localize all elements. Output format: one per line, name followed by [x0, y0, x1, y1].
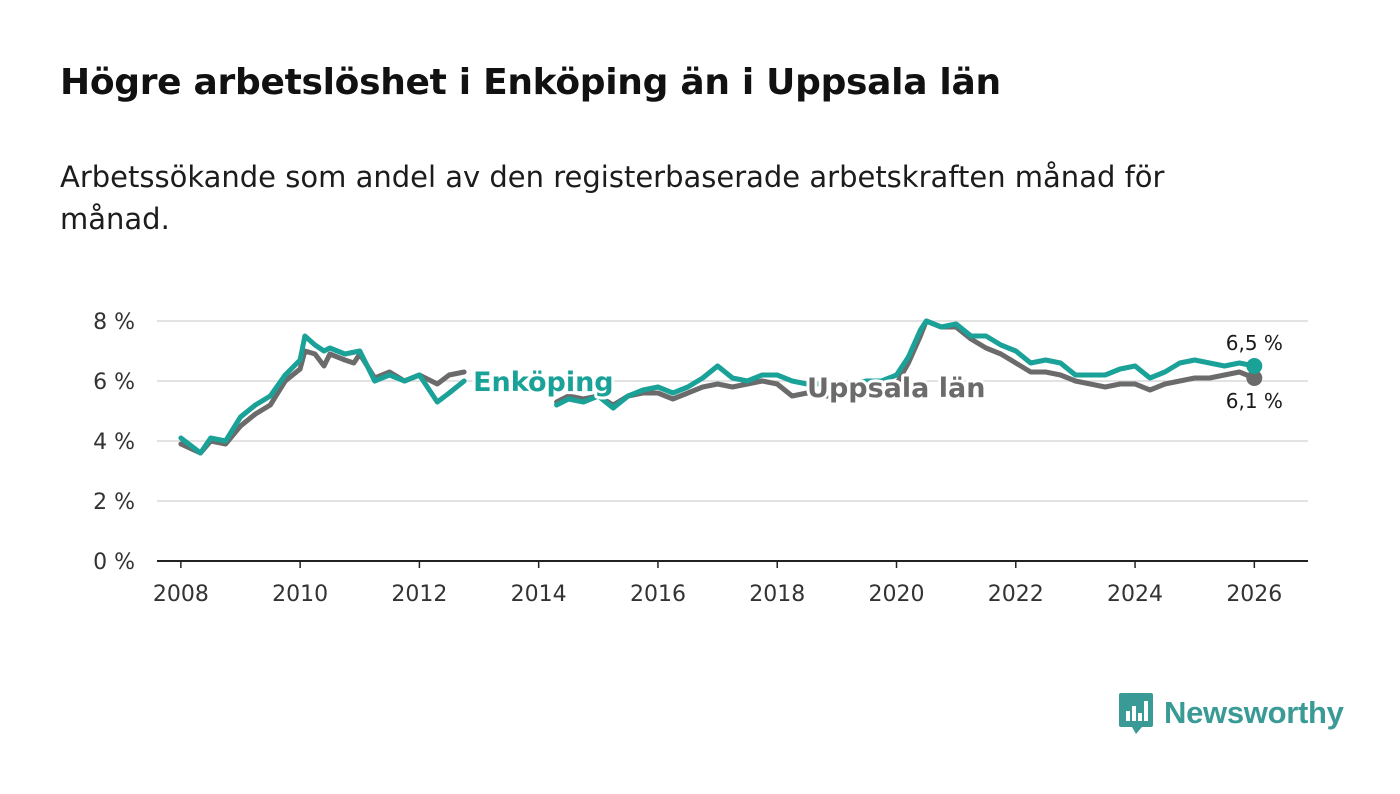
- series-line-enk-ping: [554, 318, 1257, 411]
- x-tick-label: 2022: [988, 582, 1044, 607]
- brand-name: Newsworthy: [1164, 695, 1344, 730]
- x-axis: 2008 2010 2012 2014 2016 2018 2020 2022 2024 2026: [153, 561, 1282, 607]
- grid-lines: [157, 320, 1308, 562]
- y-tick-label: 6 %: [93, 370, 135, 395]
- series-labels: 6,1 % 6,5 % Enköping Uppsala län: [470, 331, 1283, 413]
- end-value-label-uppsala-l-n: 6,1 %: [1226, 389, 1283, 413]
- x-tick-label: 2008: [153, 582, 209, 607]
- x-tick-label: 2020: [869, 582, 925, 607]
- chart-title: Högre arbetslöshet i Enköping än i Uppsa…: [60, 62, 1001, 103]
- chart-subtitle: Arbetssökande som andel av den registerb…: [60, 160, 1165, 236]
- series-lines: [178, 318, 1263, 456]
- x-tick-label: 2016: [630, 582, 686, 607]
- end-value-label-enk-ping: 6,5 %: [1226, 331, 1283, 355]
- series-line-uppsala-l-n: [178, 348, 467, 456]
- newsworthy-logo: Newsworthy: [1118, 690, 1344, 736]
- end-marker-enk-ping: [1246, 358, 1263, 374]
- series-line-enk-ping: [178, 333, 467, 456]
- series-line-uppsala-l-n: [554, 318, 1257, 408]
- series-label-enk-ping: Enköping: [473, 367, 614, 398]
- y-axis: 0 % 2 % 4 % 6 % 8 %: [93, 310, 135, 575]
- series-label-uppsala-l-n: Uppsala län: [807, 373, 985, 404]
- y-tick-label: 0 %: [93, 550, 135, 575]
- x-tick-label: 2018: [749, 582, 805, 607]
- newsworthy-icon: [1119, 693, 1153, 734]
- y-tick-label: 2 %: [93, 490, 135, 515]
- x-tick-label: 2014: [511, 582, 567, 607]
- x-tick-label: 2024: [1107, 582, 1163, 607]
- y-tick-label: 8 %: [93, 310, 135, 335]
- end-marker-uppsala-l-n: [1246, 370, 1263, 386]
- x-tick-label: 2026: [1226, 582, 1282, 607]
- y-tick-label: 4 %: [93, 430, 135, 455]
- x-tick-label: 2010: [272, 582, 328, 607]
- x-tick-label: 2012: [391, 582, 447, 607]
